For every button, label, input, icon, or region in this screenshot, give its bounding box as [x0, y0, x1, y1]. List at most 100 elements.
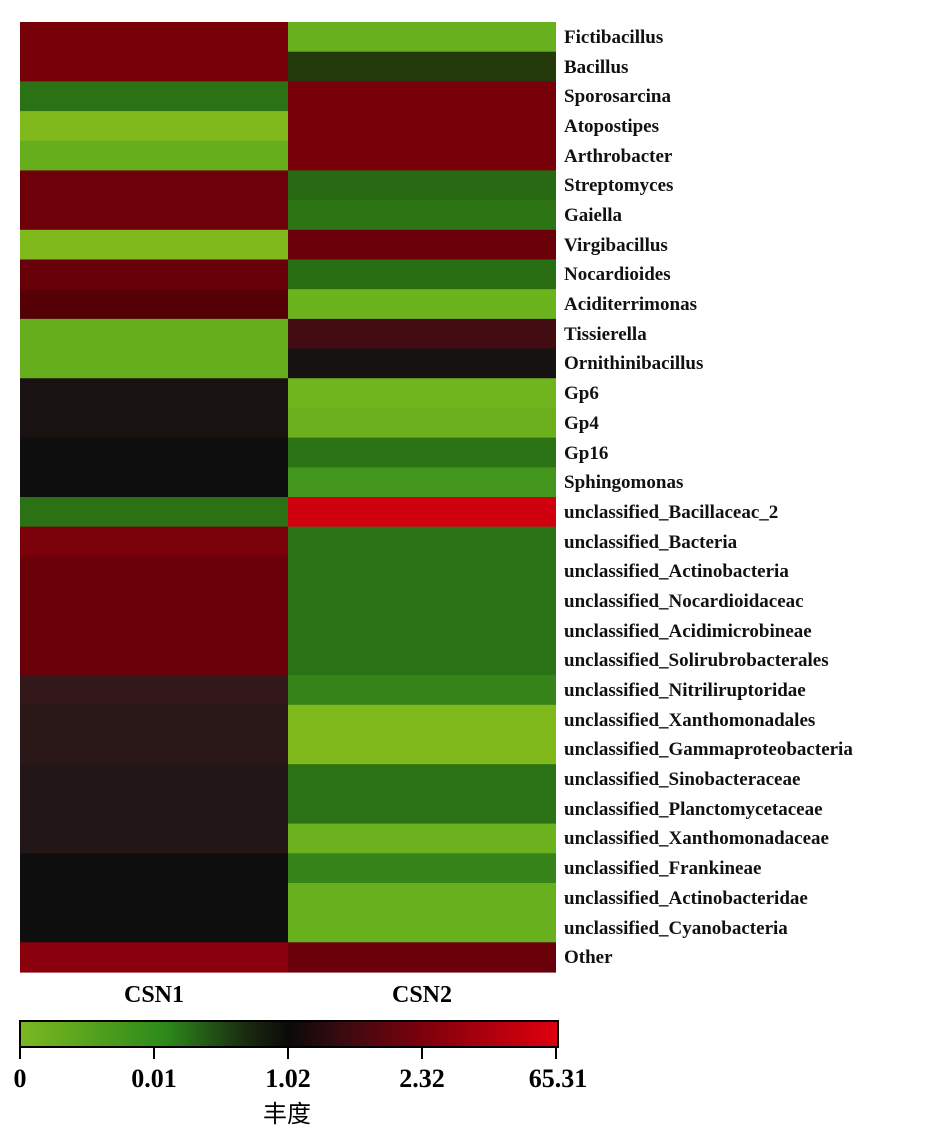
heatmap-cell — [20, 853, 288, 884]
heatmap-cell — [20, 259, 288, 290]
heatmap-cell — [20, 586, 288, 617]
row-label: Nocardioides — [564, 264, 671, 286]
row-label: unclassified_Bacteria — [564, 531, 738, 553]
row-label: unclassified_Gammaproteobacteria — [564, 739, 853, 761]
colorbar-tick — [421, 1046, 423, 1059]
colorbar-tick — [19, 1046, 21, 1059]
row-label: unclassified_Sinobacteraceae — [564, 769, 801, 790]
heatmap-cell — [288, 348, 556, 379]
heatmap-cell — [20, 200, 288, 231]
row-label: Arthrobacter — [564, 145, 673, 167]
heatmap-cell — [288, 764, 556, 795]
heatmap-cell — [288, 170, 556, 201]
heatmap-cell — [288, 200, 556, 231]
row-label: unclassified_Xanthomonadaceae — [564, 828, 829, 850]
heatmap-cell — [288, 378, 556, 409]
colorbar-tick-label: 0 — [13, 1064, 27, 1093]
heatmap-cell — [288, 318, 556, 350]
row-label: Gp6 — [564, 383, 599, 405]
heatmap-cell — [288, 615, 556, 647]
row-label: Tissierella — [564, 323, 647, 345]
heatmap-cell — [20, 645, 288, 676]
row-label: Sphingomonas — [564, 472, 684, 494]
colorbar-tick-label: 1.02 — [265, 1064, 311, 1093]
heatmap-cell — [288, 111, 556, 142]
heatmap-cell — [288, 526, 556, 557]
heatmap-cell — [288, 734, 556, 765]
row-label: unclassified_Xanthomonadales — [564, 709, 816, 731]
heatmap-cell — [288, 882, 556, 914]
heatmap-cell — [20, 793, 288, 825]
heatmap-cell — [20, 615, 288, 647]
heatmap-cell — [288, 645, 556, 676]
row-label: unclassified_Cyanobacteria — [564, 917, 788, 939]
row-label: unclassified_Actinobacteridae — [564, 887, 808, 909]
heatmap-cell — [288, 229, 556, 261]
heatmap-cell — [20, 437, 288, 468]
heatmap-cell — [20, 170, 288, 201]
colorbar-tick-label: 2.32 — [399, 1064, 445, 1093]
row-label: Gaiella — [564, 205, 623, 226]
heatmap-cell — [20, 942, 288, 973]
row-label: Streptomyces — [564, 175, 674, 197]
colorbar-tick-label: 65.31 — [528, 1064, 588, 1093]
row-label: Gp4 — [564, 412, 599, 434]
heatmap-cell — [20, 467, 288, 498]
heatmap-cell — [20, 289, 288, 320]
row-label: unclassified_Actinobacteria — [564, 561, 789, 583]
colorbar-tick — [555, 1046, 557, 1059]
heatmap-cell — [288, 467, 556, 498]
heatmap-cell — [20, 22, 288, 53]
row-label: unclassified_Bacillaceac_2 — [564, 501, 779, 523]
heatmap-cell — [288, 437, 556, 468]
heatmap-cell — [20, 882, 288, 914]
heatmap-cell — [20, 51, 288, 82]
heatmap-cell — [288, 793, 556, 825]
heatmap-cell — [288, 586, 556, 617]
heatmap-cell — [288, 823, 556, 854]
heatmap-grid — [20, 22, 556, 973]
heatmap-cell — [288, 497, 556, 528]
row-label: Bacillus — [564, 56, 629, 78]
row-label: Gp16 — [564, 442, 609, 464]
heatmap-cell — [20, 378, 288, 409]
heatmap-cell — [288, 942, 556, 973]
heatmap-cell — [288, 912, 556, 943]
heatmap-cell — [20, 823, 288, 854]
heatmap-cell — [20, 348, 288, 379]
heatmap-cell — [288, 140, 556, 172]
row-label: unclassified_Nocardioidaceac — [564, 590, 804, 612]
colorbar-tick — [153, 1046, 155, 1059]
heatmap-cell — [288, 853, 556, 884]
heatmap-cell — [288, 407, 556, 439]
heatmap-cell — [20, 318, 288, 350]
colorbar-label: 丰度 — [263, 1100, 311, 1128]
row-label: unclassified_Planctomycetaceae — [564, 798, 823, 820]
colorbar — [19, 1020, 559, 1048]
heatmap-cell — [20, 556, 288, 587]
row-label: Sporosarcina — [564, 86, 671, 108]
row-label: Virgibacillus — [564, 234, 668, 256]
heatmap-cell — [20, 497, 288, 528]
heatmap-cell — [20, 407, 288, 439]
heatmap-cell — [20, 704, 288, 736]
heatmap-cell — [20, 81, 288, 112]
row-label: unclassified_Nitriliruptoridae — [564, 680, 806, 701]
column-label-csn2: CSN2 — [391, 982, 452, 1008]
heatmap-cell — [20, 764, 288, 795]
heatmap-cell — [20, 140, 288, 172]
heatmap-cell — [20, 111, 288, 142]
row-label: unclassified_Acidimicrobineae — [564, 620, 812, 642]
row-label: Fictibacillus — [564, 26, 664, 48]
heatmap-cell — [20, 912, 288, 943]
heatmap-cell — [288, 556, 556, 587]
heatmap-cell — [288, 81, 556, 112]
heatmap-cell — [288, 704, 556, 736]
row-label: Aciditerrimonas — [564, 294, 697, 315]
colorbar-tick-label: 0.01 — [131, 1064, 177, 1093]
heatmap-cell — [20, 734, 288, 765]
heatmap-cell — [20, 675, 288, 706]
heatmap-cell — [288, 289, 556, 320]
row-label: Other — [564, 947, 613, 969]
column-label-csn1: CSN1 — [123, 982, 184, 1008]
